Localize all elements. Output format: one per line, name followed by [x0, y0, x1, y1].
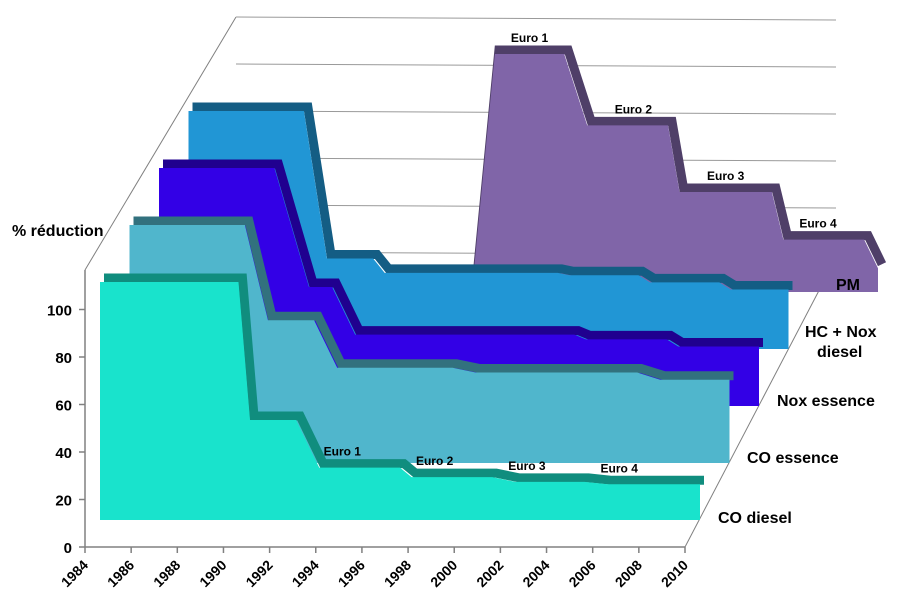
x-tick-label: 1992 [242, 557, 275, 590]
y-axis-ticks: 0 20 40 60 80 100 [47, 303, 85, 557]
y-tick-label: 20 [55, 493, 72, 510]
ribbon-top-edge [471, 45, 887, 289]
x-tick-label: 2008 [612, 557, 645, 590]
euro-annotation: Euro 2 [615, 102, 653, 116]
series-label: PM [836, 277, 860, 294]
ribbon-face [100, 282, 700, 520]
ribbon-face [129, 225, 730, 463]
series-ribbon-co-essence [129, 216, 734, 463]
ribbon-top-edge [163, 159, 763, 347]
x-tick-label: 1996 [335, 557, 368, 590]
series-label: Nox essence [777, 393, 875, 410]
series-label-line: CO diesel [718, 510, 792, 527]
euro-annotation: Euro 1 [324, 445, 362, 459]
y-tick-label: 100 [47, 303, 72, 320]
euro-annotation: Euro 2 [416, 454, 454, 468]
series-label-line: HC + Nox [805, 324, 877, 341]
ribbon-top-edge [104, 273, 704, 485]
x-tick-label: 2006 [565, 557, 598, 590]
x-tick-label: 2004 [519, 557, 552, 590]
series-label-line: Nox essence [777, 393, 875, 410]
euro-annotation: Euro 3 [508, 459, 546, 473]
series-label: CO diesel [718, 510, 792, 527]
series-label: HC + Nox diesel [805, 324, 877, 361]
y-axis-title: % réduction [12, 223, 104, 240]
euro-annotation: Euro 4 [799, 217, 837, 231]
y-tick-label: 40 [55, 445, 72, 462]
x-tick-label: 1986 [104, 557, 137, 590]
ribbon-top-edge [133, 216, 734, 381]
x-tick-label: 1988 [150, 557, 183, 590]
x-tick-label: 1994 [289, 557, 322, 590]
series-label-line: PM [836, 277, 860, 294]
back-wall-left-edge [84, 16, 237, 271]
ribbon-top-edge [192, 102, 793, 290]
y-tick-label: 80 [55, 350, 72, 367]
y-tick-label: 0 [64, 540, 72, 557]
series-label: CO essence [747, 450, 839, 467]
x-tick-label: 2000 [427, 557, 460, 590]
series-ribbons: Euro 1 Euro 2 Euro 3 Euro 4 PM HC + Nox diesel… [100, 31, 887, 527]
floor-right-edge [684, 257, 837, 548]
x-tick-label: 1984 [58, 557, 91, 590]
ribbon-face [471, 54, 878, 292]
x-axis-ticks: 1984 1986 1988 1990 1992 1994 1996 1998 2000 2002… [58, 547, 691, 590]
x-tick-label: 1998 [381, 557, 414, 590]
back-gridline [235, 16, 837, 21]
x-tick-label: 1990 [196, 557, 229, 590]
series-label-line: CO essence [747, 450, 839, 467]
x-tick-label: 2010 [658, 557, 691, 590]
euro-annotation: Euro 3 [707, 169, 745, 183]
euro-annotation: Euro 1 [511, 31, 549, 45]
series-ribbon-pm: Euro 1 Euro 2 Euro 3 Euro 4 [471, 31, 887, 292]
series-ribbon-co-diesel: Euro 1 Euro 2 Euro 3 Euro 4 [100, 273, 704, 520]
y-tick-label: 60 [55, 398, 72, 415]
series-label-line: diesel [817, 344, 862, 361]
euro-annotation: Euro 4 [601, 461, 639, 475]
x-tick-label: 2002 [473, 557, 506, 590]
